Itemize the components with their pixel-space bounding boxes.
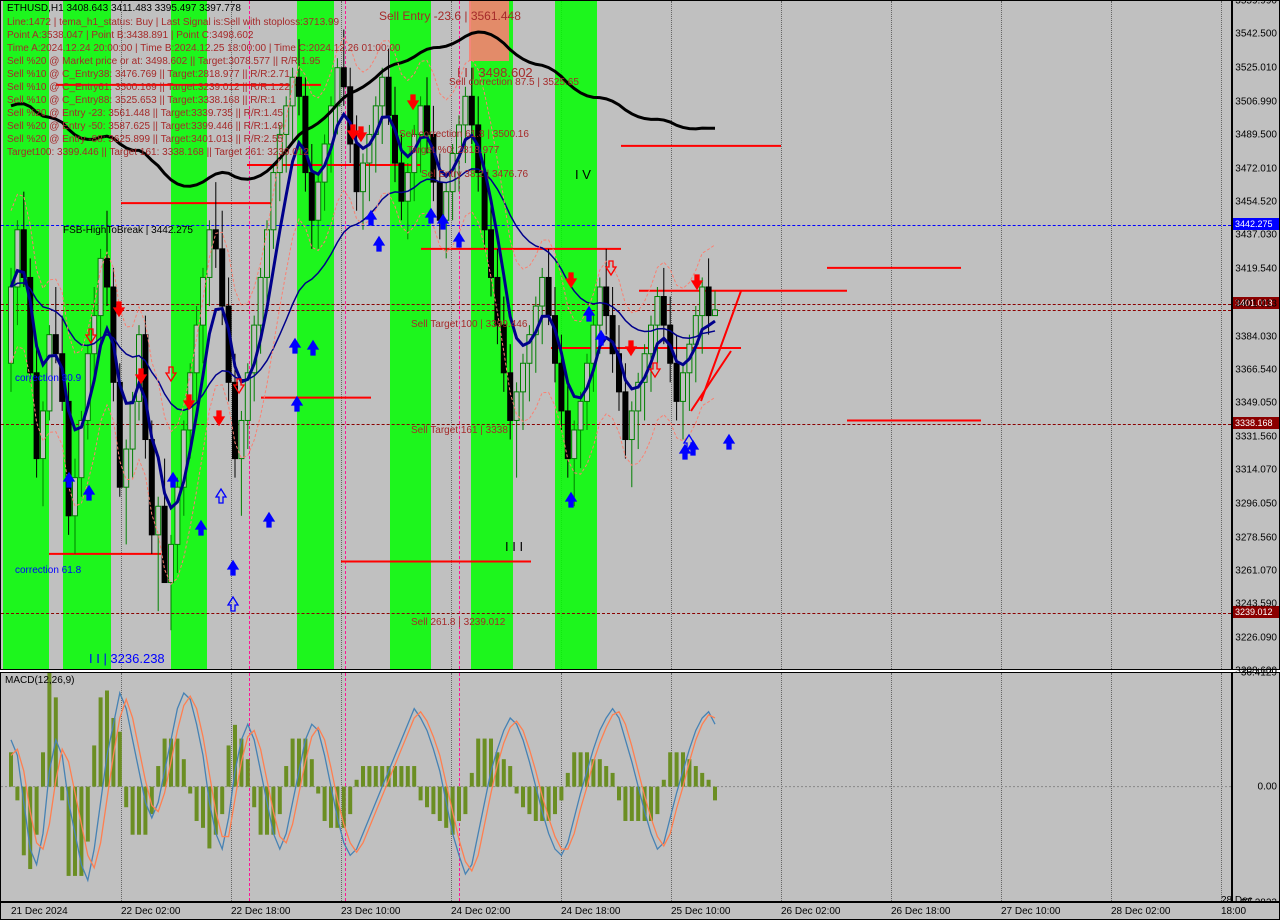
- info-line: Sell %20 @ Market price or at: 3498.602 …: [7, 56, 320, 67]
- chart-annotation: Sel Entry 38.2 | 3476.76: [421, 169, 528, 180]
- chart-annotation: I I I: [505, 539, 523, 554]
- time-axis-label: 24 Dec 18:00: [561, 906, 621, 917]
- time-axis-label: 23 Dec 10:00: [341, 906, 401, 917]
- info-line: Line:1472 | tema_h1_status: Buy | Last S…: [7, 17, 339, 28]
- chart-annotation: Target %0: 2818.977: [407, 145, 499, 156]
- symbol-title: ETHUSD,H1 3408.643 3411.483 3395.497 339…: [7, 3, 241, 14]
- time-axis-label: 22 Dec 18:00: [231, 906, 291, 917]
- chart-annotation: Sell correction 87.5 | 3525.65: [449, 77, 579, 88]
- macd-label: MACD(12,26,9): [5, 675, 74, 686]
- time-axis-label: 26 Dec 18:00: [891, 906, 951, 917]
- macd-panel[interactable]: MACD(12,26,9): [0, 672, 1232, 902]
- time-axis-label: 24 Dec 02:00: [451, 906, 511, 917]
- time-axis-label: 26 Dec 02:00: [781, 906, 841, 917]
- chart-annotation: I I | 3236.238: [89, 651, 165, 666]
- time-axis-label: 28 Dec 18:00: [1221, 895, 1279, 917]
- info-line: Sell %10 @ C_Entry38: 3476.769 || Target…: [7, 69, 290, 80]
- time-axis-label: 27 Dec 10:00: [1001, 906, 1061, 917]
- time-axis-label: 25 Dec 10:00: [671, 906, 731, 917]
- chart-annotation: Sell Target 161 | 3338: [411, 425, 508, 436]
- info-line: Point A:3538.047 | Point B:3438.891 | Po…: [7, 30, 254, 41]
- time-axis-label: 22 Dec 02:00: [121, 906, 181, 917]
- info-line: Sell %20 @ Entry -23: 3561.448 || Target…: [7, 108, 283, 119]
- price-chart[interactable]: ETHUSD,H1 3408.643 3411.483 3395.497 339…: [0, 0, 1232, 670]
- chart-annotation: correction 61.8: [15, 565, 81, 576]
- time-axis: 21 Dec 2024 22 Dec 02:00 22 Dec 18:00 23 De…: [0, 902, 1280, 920]
- chart-annotation: I V: [575, 167, 591, 182]
- chart-annotation: correction 30.9: [15, 373, 81, 384]
- info-line: Sell %20 @ Entry -50: 3587.625 || Target…: [7, 121, 283, 132]
- info-line: Sell %10 @ C_Entry61: 3500.169 || Target…: [7, 82, 290, 93]
- info-line: Target100: 3399.446 || Target 161: 3338.…: [7, 147, 309, 158]
- time-axis-label: 21 Dec 2024: [11, 906, 68, 917]
- price-axis: 3442.2753401.0133338.1683239.0123559.990…: [1232, 0, 1280, 670]
- info-line: Sell %20 @ Entry -88: 3625.899 || Target…: [7, 134, 283, 145]
- chart-annotation: FSB-HighToBreak | 3442.275: [63, 225, 193, 236]
- chart-annotation: Sell Target 100 | 3399.446: [411, 319, 527, 330]
- info-line: Time A:2024.12.24 20:00:00 | Time B:2024…: [7, 43, 400, 54]
- info-line: Sell %10 @ C_Entry88: 3525.653 || Target…: [7, 95, 276, 106]
- chart-annotation: Sell 261.8 | 3239.012: [411, 617, 505, 628]
- macd-axis: 36.41290.00-37.2823: [1232, 672, 1280, 902]
- chart-annotation: Sell correction 61.8 | 3500.16: [399, 129, 529, 140]
- time-axis-label: 28 Dec 02:00: [1111, 906, 1171, 917]
- chart-annotation: Sell Entry -23.6 | 3561.448: [379, 9, 521, 23]
